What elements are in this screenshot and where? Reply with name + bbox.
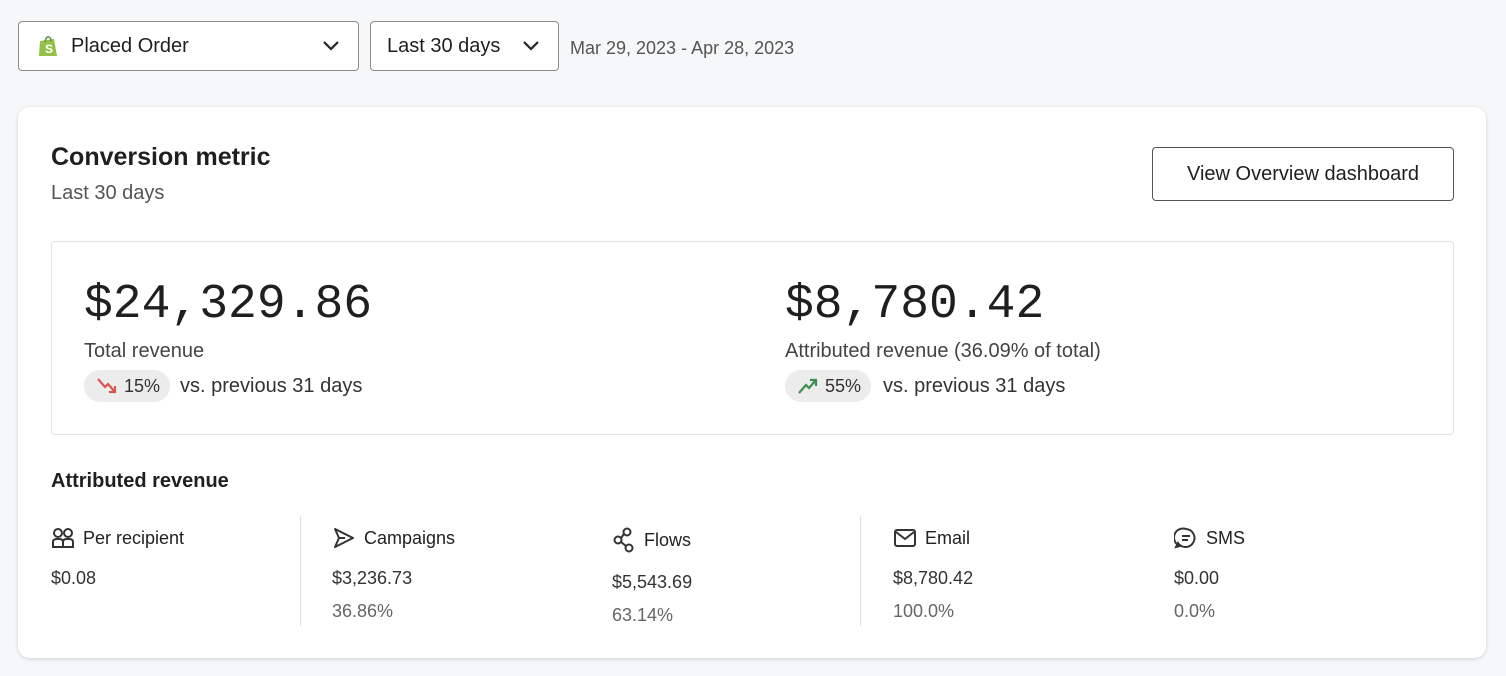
svg-text:S: S [45, 42, 53, 56]
item-value: $0.08 [51, 568, 97, 588]
trend-down-icon [97, 378, 117, 394]
send-icon [334, 528, 354, 548]
summary-label: Total revenue [84, 340, 205, 362]
metric-item: SMS $0.00 0.0% [1174, 527, 1245, 622]
overview-button[interactable]: View Overview dashboard [1152, 147, 1454, 201]
summary-box: $24,329.86 Total revenue 15% vs. previou… [51, 241, 1454, 435]
item-label: SMS [1206, 527, 1246, 548]
change-value: 55% [825, 375, 862, 396]
sms-icon [1174, 527, 1196, 549]
trend-up-icon [798, 378, 818, 394]
chevron [323, 41, 339, 51]
summary-value: $24,329.86 [84, 278, 373, 332]
comparison: vs. previous 31 days [883, 375, 1066, 397]
item-share: 0.0% [1174, 601, 1216, 621]
change-value: 15% [124, 375, 161, 396]
people-icon [52, 528, 74, 548]
metric-label: Placed Order [71, 34, 189, 57]
metric-item: Flows $5,543.69 63.14% [612, 527, 692, 626]
item-share: 63.14% [612, 605, 674, 625]
chevron [523, 41, 539, 51]
divider [300, 516, 301, 626]
summary-label: Attributed revenue (36.09% of total) [785, 340, 1101, 362]
metric-dropdown[interactable]: S Placed Order [18, 21, 359, 71]
divider [860, 516, 861, 626]
metric-item: Email $8,780.42 100.0% [893, 527, 973, 622]
mail-icon [894, 529, 916, 547]
summary-value: $8,780.42 [785, 278, 1045, 332]
item-value: $0.00 [1174, 568, 1220, 588]
item-value: $5,543.69 [612, 572, 693, 592]
item-share: 100.0% [893, 601, 955, 621]
item-label: Email [925, 527, 971, 548]
comparison: vs. previous 31 days [180, 375, 363, 397]
date-range: Mar 29, 2023 - Apr 28, 2023 [570, 38, 795, 58]
card: Conversion metric Last 30 days View Over… [18, 107, 1486, 658]
range-label: Last 30 days [387, 34, 501, 57]
range-dropdown[interactable]: Last 30 days [370, 21, 559, 71]
item-share: 36.86% [332, 601, 394, 621]
change-pill: 15% [84, 370, 171, 402]
item-label: Flows [644, 529, 692, 550]
metric-item: Per recipient $0.08 [51, 527, 184, 589]
card-title: Conversion metric [51, 143, 271, 171]
item-value: $3,236.73 [332, 568, 413, 588]
flows-icon [613, 527, 634, 553]
item-label: Per recipient [83, 527, 185, 548]
section-title: Attributed revenue [51, 470, 229, 492]
shopify-icon: S [39, 36, 57, 56]
item-label: Campaigns [364, 527, 456, 548]
change-pill: 55% [785, 370, 872, 402]
card-subtitle: Last 30 days [51, 182, 165, 204]
metric-item: Campaigns $3,236.73 36.86% [332, 527, 455, 622]
item-value: $8,780.42 [893, 568, 974, 588]
